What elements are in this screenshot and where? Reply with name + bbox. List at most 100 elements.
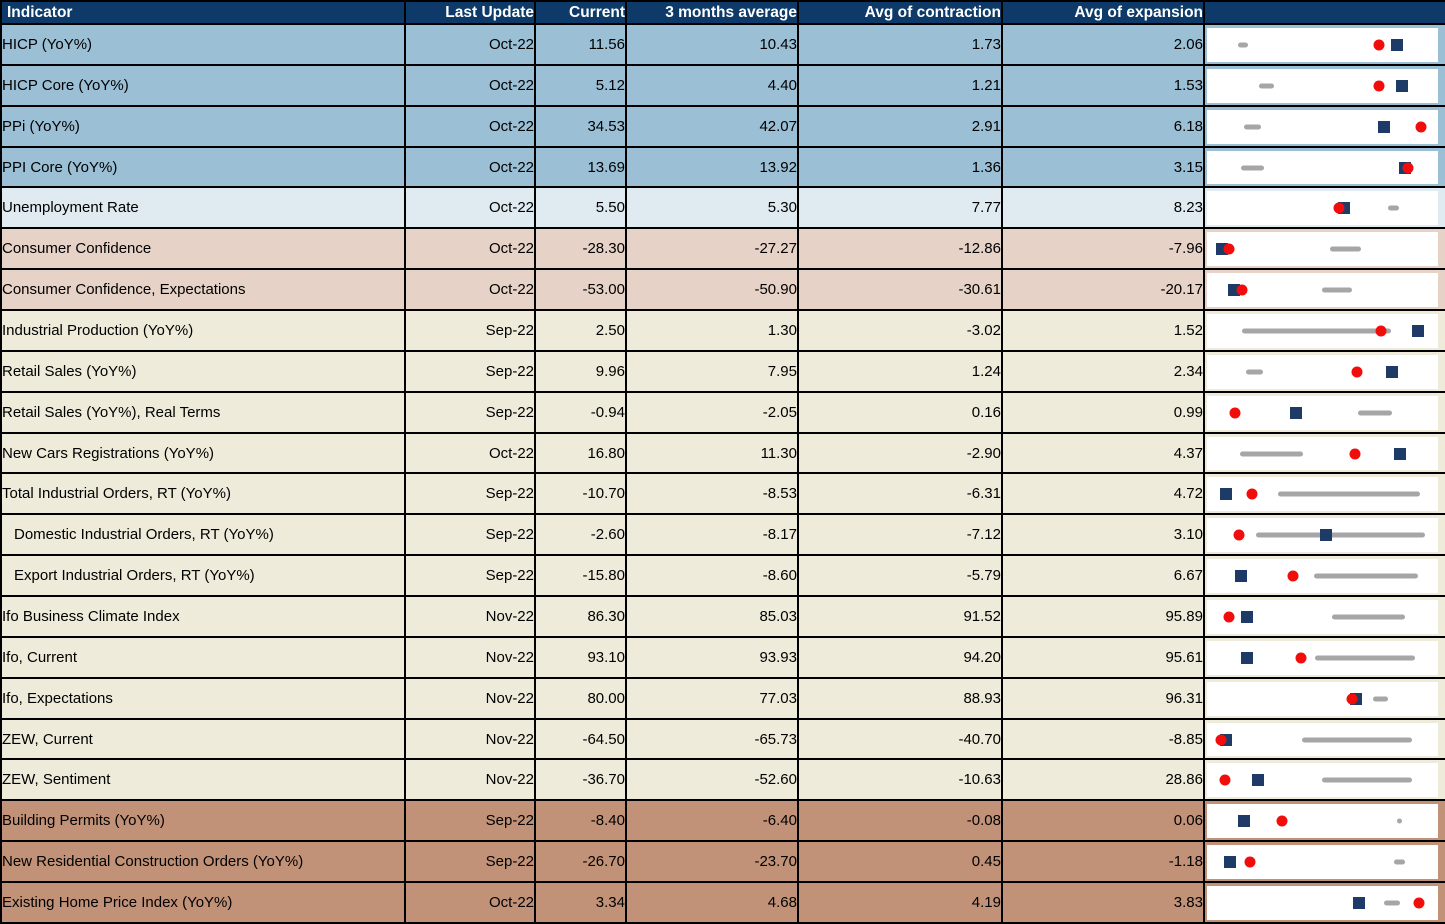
cell-avg-expansion[interactable]: 6.67: [1001, 554, 1205, 598]
cell-current[interactable]: 86.30: [534, 595, 627, 638]
cell-last-update[interactable]: Sep-22: [404, 554, 536, 598]
cell-indicator[interactable]: Domestic Industrial Orders, RT (YoY%): [0, 513, 406, 557]
cell-avg-contraction[interactable]: 1.36: [797, 145, 1003, 189]
cell-avg-contraction[interactable]: 4.19: [797, 881, 1003, 924]
cell-avg-contraction[interactable]: -5.79: [797, 554, 1003, 598]
cell-avg-contraction[interactable]: 7.77: [797, 186, 1003, 230]
cell-indicator[interactable]: PPI Core (YoY%): [0, 145, 406, 189]
cell-current[interactable]: 13.69: [534, 145, 627, 189]
cell-last-update[interactable]: Oct-22: [404, 268, 536, 312]
cell-3m-average[interactable]: 4.68: [625, 881, 799, 924]
cell-3m-average[interactable]: -8.60: [625, 554, 799, 598]
cell-avg-contraction[interactable]: -30.61: [797, 268, 1003, 312]
cell-avg-expansion[interactable]: 3.15: [1001, 145, 1205, 189]
cell-last-update[interactable]: Nov-22: [404, 758, 536, 802]
cell-indicator[interactable]: Industrial Production (YoY%): [0, 309, 406, 352]
cell-3m-average[interactable]: -50.90: [625, 268, 799, 312]
cell-avg-contraction[interactable]: 1.73: [797, 23, 1003, 66]
cell-3m-average[interactable]: -8.53: [625, 472, 799, 516]
cell-avg-contraction[interactable]: -6.31: [797, 472, 1003, 516]
cell-current[interactable]: -2.60: [534, 513, 627, 557]
cell-indicator[interactable]: New Residential Construction Orders (YoY…: [0, 840, 406, 884]
cell-3m-average[interactable]: 5.30: [625, 186, 799, 230]
cell-last-update[interactable]: Oct-22: [404, 431, 536, 475]
cell-last-update[interactable]: Sep-22: [404, 799, 536, 843]
column-header-avg-contraction[interactable]: Avg of contraction: [797, 0, 1003, 25]
cell-avg-expansion[interactable]: 4.72: [1001, 472, 1205, 516]
cell-last-update[interactable]: Oct-22: [404, 881, 536, 924]
cell-avg-expansion[interactable]: 96.31: [1001, 676, 1205, 720]
cell-current[interactable]: -0.94: [534, 390, 627, 434]
cell-indicator[interactable]: ZEW, Current: [0, 717, 406, 761]
cell-avg-contraction[interactable]: -0.08: [797, 799, 1003, 843]
cell-last-update[interactable]: Sep-22: [404, 840, 536, 884]
cell-current[interactable]: 2.50: [534, 309, 627, 352]
cell-avg-contraction[interactable]: -2.90: [797, 431, 1003, 475]
column-header-last-update[interactable]: Last Update: [404, 0, 536, 25]
cell-indicator[interactable]: HICP Core (YoY%): [0, 63, 406, 107]
cell-indicator[interactable]: Unemployment Rate: [0, 186, 406, 230]
cell-avg-contraction[interactable]: -3.02: [797, 309, 1003, 352]
cell-current[interactable]: 3.34: [534, 881, 627, 924]
cell-last-update[interactable]: Nov-22: [404, 676, 536, 720]
cell-avg-expansion[interactable]: 95.61: [1001, 635, 1205, 679]
cell-3m-average[interactable]: -8.17: [625, 513, 799, 557]
cell-last-update[interactable]: Sep-22: [404, 349, 536, 393]
cell-last-update[interactable]: Oct-22: [404, 104, 536, 148]
cell-3m-average[interactable]: -65.73: [625, 717, 799, 761]
cell-avg-expansion[interactable]: 1.53: [1001, 63, 1205, 107]
cell-indicator[interactable]: Existing Home Price Index (YoY%): [0, 881, 406, 924]
cell-avg-expansion[interactable]: -1.18: [1001, 840, 1205, 884]
cell-current[interactable]: -53.00: [534, 268, 627, 312]
cell-current[interactable]: 11.56: [534, 23, 627, 66]
cell-avg-expansion[interactable]: 6.18: [1001, 104, 1205, 148]
cell-last-update[interactable]: Nov-22: [404, 595, 536, 638]
cell-indicator[interactable]: Ifo, Current: [0, 635, 406, 679]
cell-last-update[interactable]: Nov-22: [404, 717, 536, 761]
cell-current[interactable]: 34.53: [534, 104, 627, 148]
cell-avg-expansion[interactable]: -7.96: [1001, 227, 1205, 271]
cell-indicator[interactable]: Retail Sales (YoY%): [0, 349, 406, 393]
cell-3m-average[interactable]: 11.30: [625, 431, 799, 475]
cell-indicator[interactable]: HICP (YoY%): [0, 23, 406, 66]
cell-3m-average[interactable]: -27.27: [625, 227, 799, 271]
cell-indicator[interactable]: Ifo, Expectations: [0, 676, 406, 720]
cell-last-update[interactable]: Oct-22: [404, 63, 536, 107]
cell-current[interactable]: -28.30: [534, 227, 627, 271]
cell-indicator[interactable]: PPi (YoY%): [0, 104, 406, 148]
cell-avg-contraction[interactable]: 88.93: [797, 676, 1003, 720]
cell-3m-average[interactable]: 77.03: [625, 676, 799, 720]
cell-avg-expansion[interactable]: 3.83: [1001, 881, 1205, 924]
cell-current[interactable]: 9.96: [534, 349, 627, 393]
cell-3m-average[interactable]: -23.70: [625, 840, 799, 884]
cell-avg-expansion[interactable]: -20.17: [1001, 268, 1205, 312]
cell-avg-contraction[interactable]: -40.70: [797, 717, 1003, 761]
cell-current[interactable]: 80.00: [534, 676, 627, 720]
cell-avg-contraction[interactable]: 94.20: [797, 635, 1003, 679]
cell-3m-average[interactable]: 13.92: [625, 145, 799, 189]
cell-3m-average[interactable]: 85.03: [625, 595, 799, 638]
cell-current[interactable]: 93.10: [534, 635, 627, 679]
cell-indicator[interactable]: Building Permits (YoY%): [0, 799, 406, 843]
cell-indicator[interactable]: Retail Sales (YoY%), Real Terms: [0, 390, 406, 434]
cell-last-update[interactable]: Oct-22: [404, 186, 536, 230]
cell-avg-expansion[interactable]: 8.23: [1001, 186, 1205, 230]
cell-avg-expansion[interactable]: -8.85: [1001, 717, 1205, 761]
cell-last-update[interactable]: Sep-22: [404, 390, 536, 434]
cell-current[interactable]: -10.70: [534, 472, 627, 516]
cell-avg-expansion[interactable]: 0.06: [1001, 799, 1205, 843]
cell-3m-average[interactable]: 1.30: [625, 309, 799, 352]
cell-3m-average[interactable]: -6.40: [625, 799, 799, 843]
cell-indicator[interactable]: ZEW, Sentiment: [0, 758, 406, 802]
cell-indicator[interactable]: New Cars Registrations (YoY%): [0, 431, 406, 475]
cell-current[interactable]: 5.12: [534, 63, 627, 107]
cell-last-update[interactable]: Sep-22: [404, 309, 536, 352]
cell-last-update[interactable]: Nov-22: [404, 635, 536, 679]
cell-avg-expansion[interactable]: 2.06: [1001, 23, 1205, 66]
cell-avg-contraction[interactable]: 2.91: [797, 104, 1003, 148]
cell-3m-average[interactable]: 4.40: [625, 63, 799, 107]
cell-avg-contraction[interactable]: -7.12: [797, 513, 1003, 557]
cell-avg-contraction[interactable]: -10.63: [797, 758, 1003, 802]
column-header-3m-average[interactable]: 3 months average: [625, 0, 799, 25]
cell-avg-contraction[interactable]: 0.45: [797, 840, 1003, 884]
